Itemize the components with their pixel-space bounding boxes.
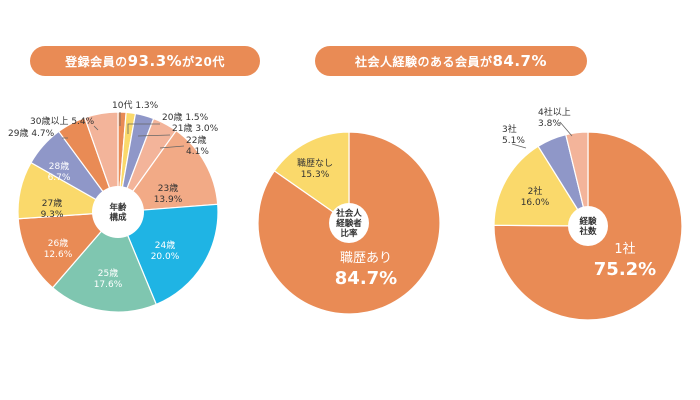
pie-slice-17-6 <box>51 210 158 313</box>
slice-label: 23歳 <box>158 182 178 194</box>
pie-slice-15-3 <box>273 131 350 225</box>
pie-center-label: 年齢 <box>109 202 127 213</box>
slice-value: 84.7% <box>335 268 397 289</box>
headline-age-pill: 登録会員の 93.3% が20代 <box>30 46 260 76</box>
slice-label: 2社 <box>528 185 543 197</box>
pie-slice-5-4 <box>83 111 119 213</box>
leader-line <box>93 125 99 131</box>
pie-center-label: 社数 <box>578 226 597 237</box>
slice-value: 16.0% <box>521 198 550 208</box>
slice-value: 3.8% <box>538 119 561 129</box>
slice-value: 4.1% <box>186 147 209 157</box>
slice-value: 9.3% <box>41 210 64 220</box>
slice-label: 29歳 4.7% <box>8 127 55 139</box>
leader-line <box>559 121 573 137</box>
pie-center-label: 構成 <box>109 212 127 223</box>
pie-center-hole <box>329 203 369 243</box>
slice-value: 12.6% <box>44 250 73 260</box>
slice-value: 17.6% <box>94 280 123 290</box>
slice-label: 27歳 <box>42 197 62 209</box>
slice-value: 20.0% <box>151 252 180 262</box>
pie-slice-16-0 <box>493 145 590 227</box>
leader-line <box>137 134 171 137</box>
slice-label: 21歳 3.0% <box>172 122 219 134</box>
pie-center-label: 経験者 <box>336 218 362 229</box>
slice-label: 3社 <box>502 123 517 135</box>
pie-slice-13-9 <box>116 129 219 213</box>
headline-experience-highlight: 84.7% <box>492 52 548 70</box>
slice-label: 10代 1.3% <box>112 100 159 111</box>
headline-age-suffix: が20代 <box>182 54 225 69</box>
headline-experience-prefix: 社会人経験のある会員が <box>354 54 493 69</box>
slice-label: 28歳 <box>49 160 69 172</box>
slice-label: 22歳 <box>186 134 206 146</box>
pie-center-hole <box>568 206 608 246</box>
headline-age-highlight: 93.3% <box>127 52 183 70</box>
headline-experience-pill: 社会人経験のある会員が 84.7% <box>315 46 587 76</box>
pie-slice-20-0 <box>117 203 219 306</box>
headline-age-prefix: 登録会員の <box>65 54 128 69</box>
slice-value: 5.1% <box>502 136 525 146</box>
slice-label: 25歳 <box>98 267 118 279</box>
leader-line <box>159 145 185 149</box>
pie-slice-3-8 <box>565 131 589 227</box>
pie-center-hole <box>92 186 144 238</box>
slice-value: 13.9% <box>154 195 183 205</box>
slice-label: 24歳 <box>155 239 175 251</box>
slice-label: 1社 <box>614 241 635 257</box>
slice-label: 20歳 1.5% <box>162 111 209 123</box>
leader-line <box>127 123 160 134</box>
slice-value: 6.7% <box>48 173 71 183</box>
slice-label: 30歳以上 5.4% <box>30 115 95 127</box>
slice-value: 15.3% <box>301 170 330 180</box>
pie-center-label: 社会人 <box>335 208 362 219</box>
slice-label: 4社以上 <box>538 106 571 118</box>
pie-slice-75-2 <box>493 131 683 321</box>
pie-center-label: 比率 <box>340 228 358 239</box>
slice-label: 職歴なし <box>297 158 333 169</box>
slice-value: 75.2% <box>594 259 656 280</box>
pie-slice-12-6 <box>17 211 120 289</box>
pie-center-label: 経験 <box>579 216 597 227</box>
slice-label: 職歴あり <box>340 251 392 266</box>
slice-label: 26歳 <box>48 237 68 249</box>
leader-line <box>511 143 527 149</box>
